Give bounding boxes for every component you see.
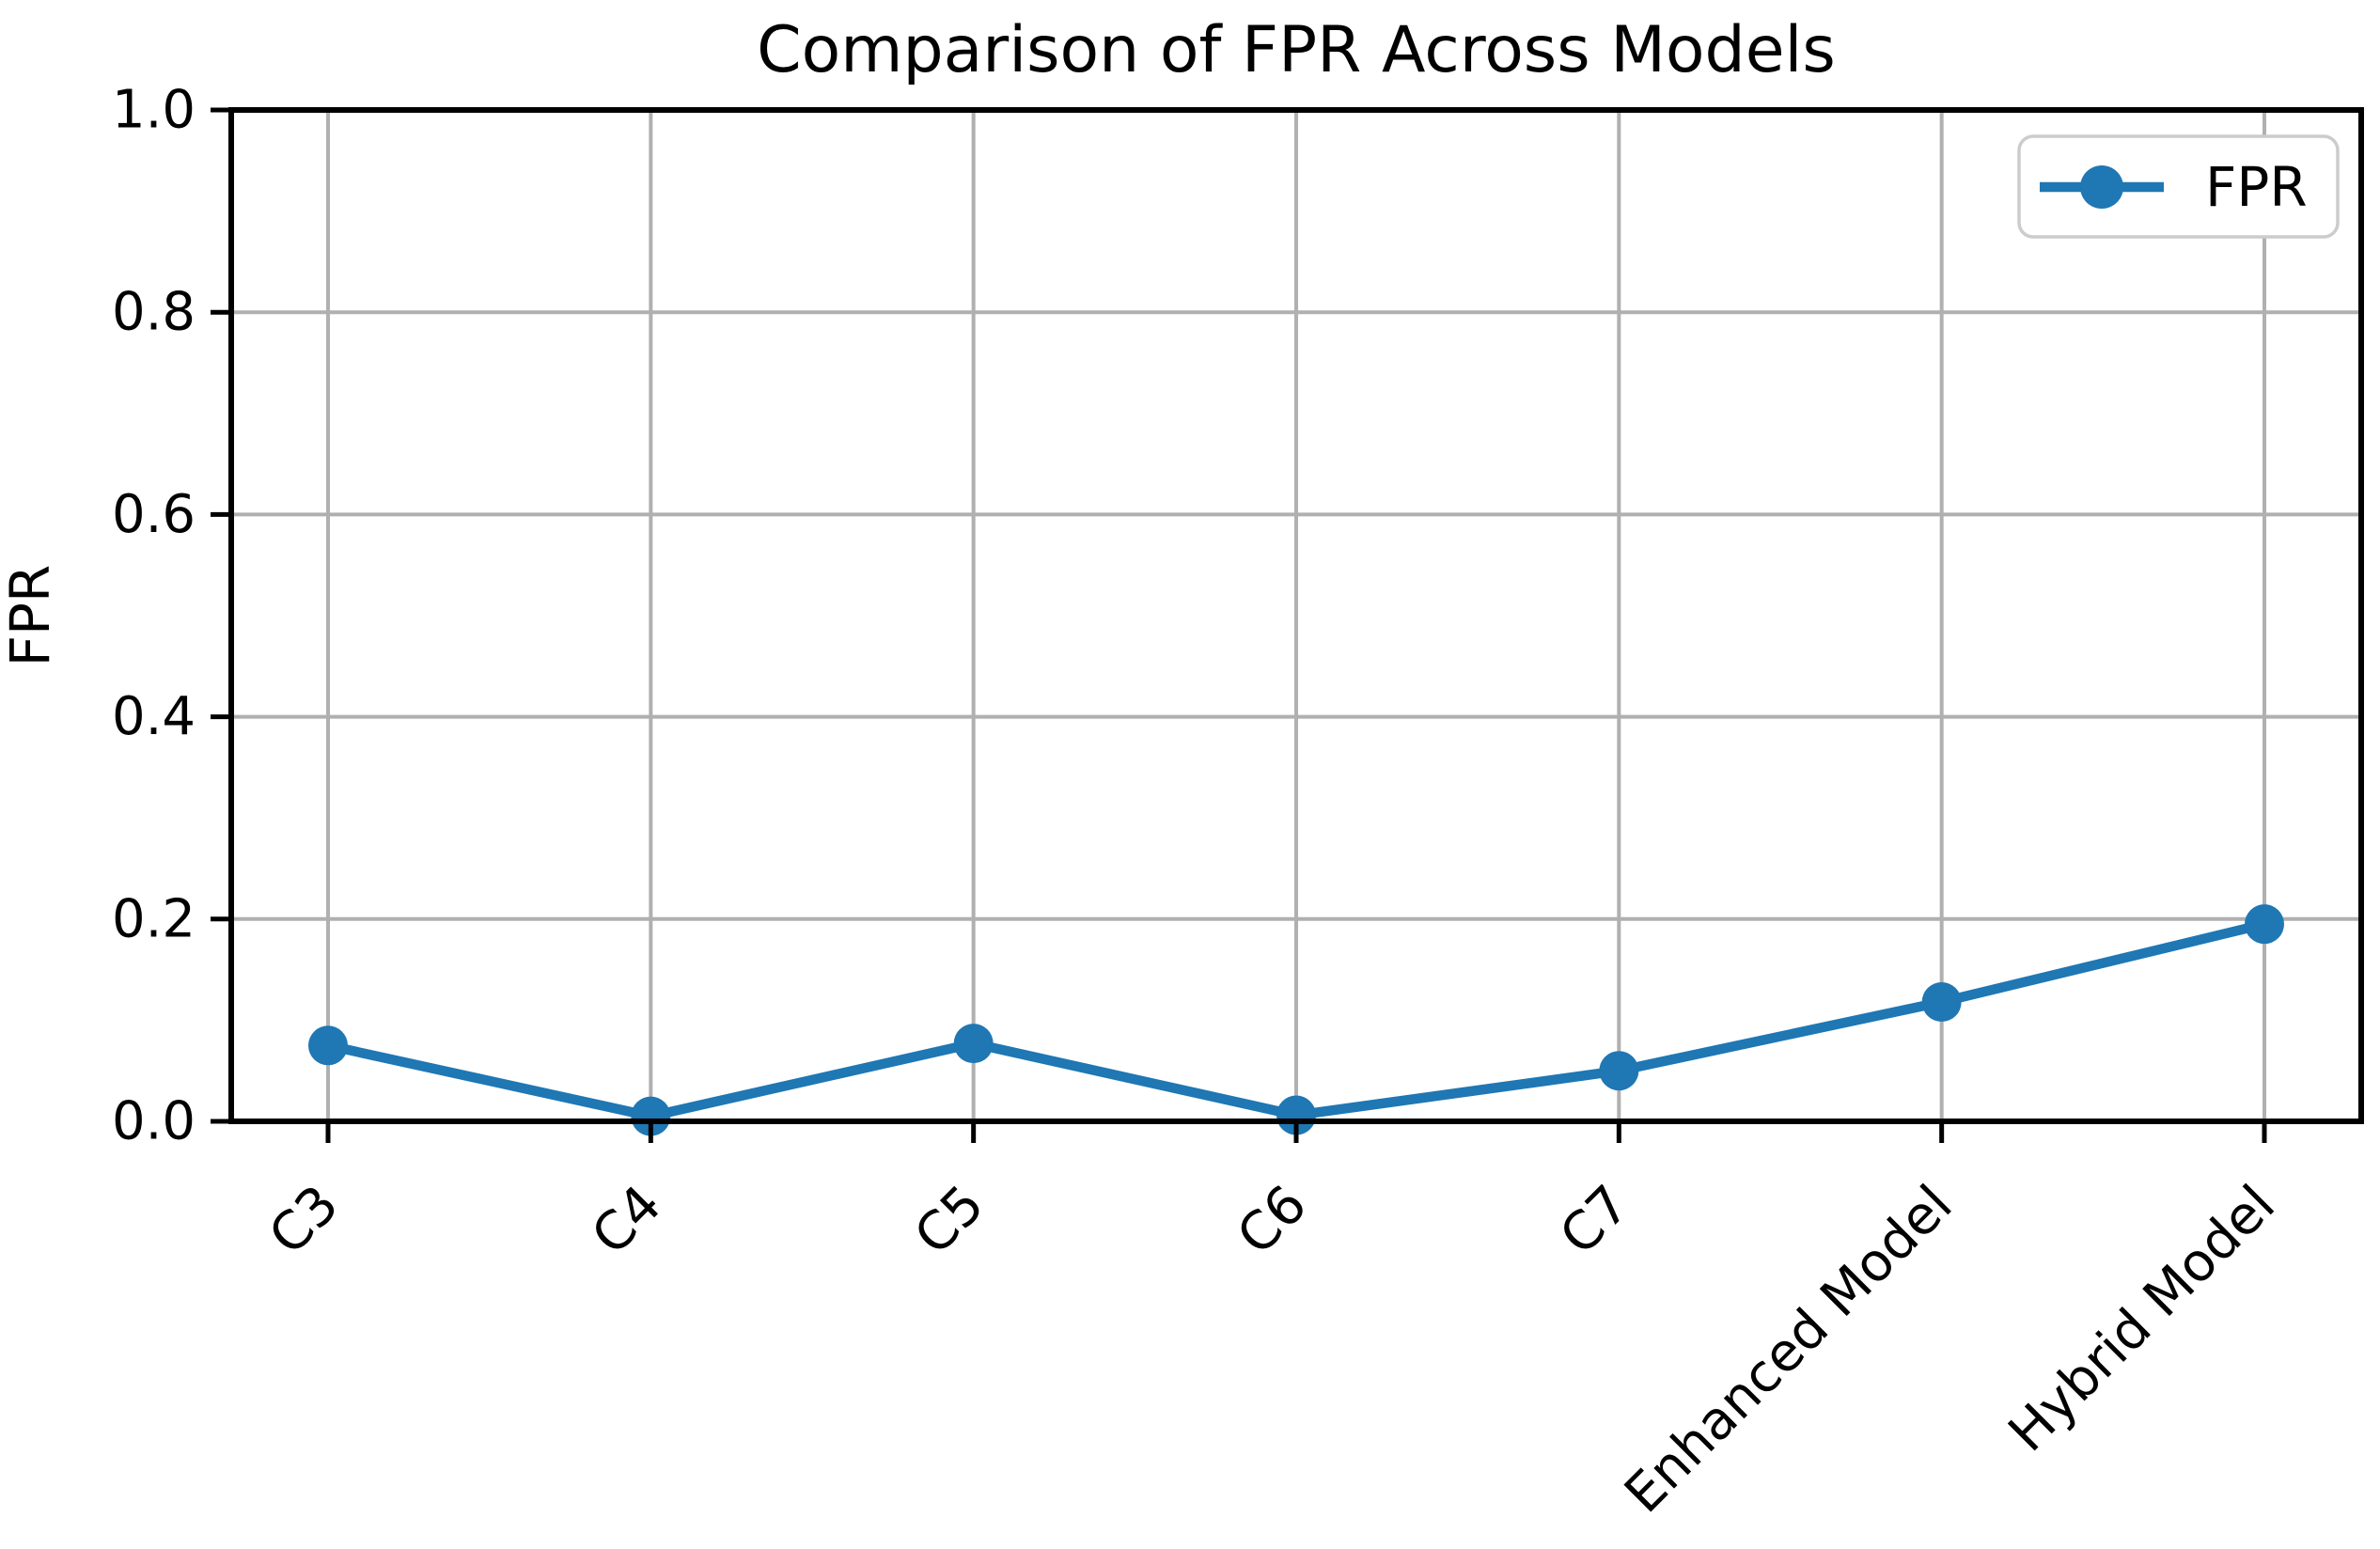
y-tick-label: 0.2 (112, 888, 196, 949)
y-tick-label: 0.6 (112, 484, 196, 545)
data-point-hybrid-model (2245, 904, 2284, 945)
data-point-c4 (631, 1096, 671, 1136)
axes-spines (228, 107, 2364, 1124)
y-tick-label: 1.0 (112, 80, 196, 141)
y-tick-label: 0.0 (112, 1091, 196, 1152)
y-tick-label: 0.8 (112, 282, 196, 343)
legend-label: FPR (2205, 155, 2308, 219)
y-tick-label: 0.4 (112, 686, 196, 747)
data-point-enhanced-model (1921, 982, 1962, 1023)
legend-marker (2080, 165, 2123, 209)
data-point-c6 (1276, 1095, 1316, 1135)
data-point-c7 (1599, 1051, 1639, 1091)
legend-box (2017, 134, 2340, 239)
chart-title: Comparison of FPR Across Models (757, 13, 1836, 87)
data-point-c3 (308, 1025, 348, 1066)
data-point-c5 (953, 1024, 994, 1064)
y-axis-label: FPR (0, 565, 62, 667)
